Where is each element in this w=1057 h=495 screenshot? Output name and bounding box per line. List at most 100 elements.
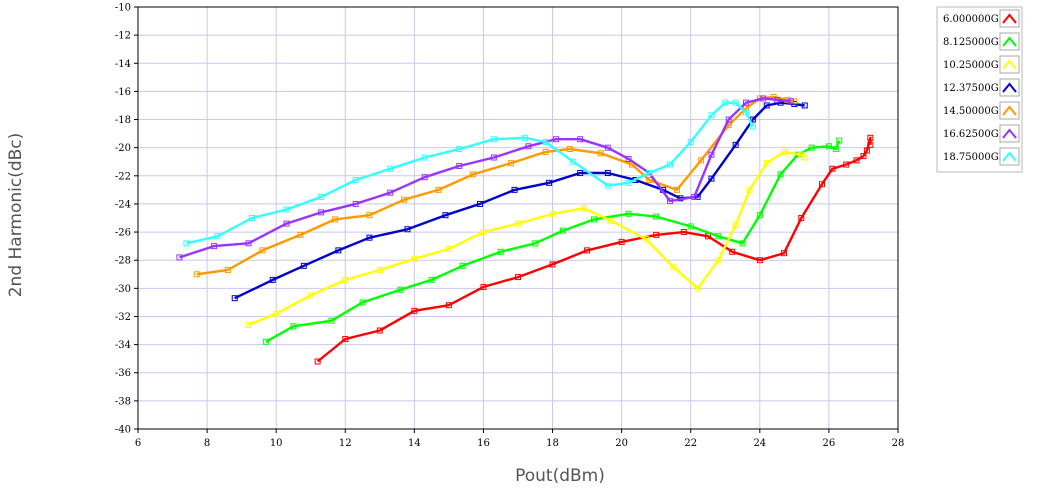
- data-point: [715, 233, 722, 240]
- data-point: [808, 144, 815, 151]
- data-point: [829, 165, 836, 172]
- legend-swatch-box: [999, 9, 1020, 28]
- x-tick-label: 12: [339, 438, 352, 449]
- data-point: [525, 143, 532, 150]
- x-tick-label: 10: [270, 438, 283, 449]
- data-point: [584, 247, 591, 254]
- data-point: [836, 137, 843, 144]
- x-tick-label: 20: [615, 438, 628, 449]
- data-point: [376, 267, 383, 274]
- data-point: [511, 186, 518, 193]
- legend-swatch-box: [999, 78, 1020, 97]
- data-point: [732, 99, 739, 106]
- y-tick-label: -24: [115, 199, 131, 210]
- data-point: [743, 109, 749, 116]
- y-tick-label: -34: [115, 340, 131, 351]
- data-point: [387, 189, 394, 196]
- data-point: [698, 157, 705, 164]
- data-point: [863, 147, 870, 154]
- data-point: [777, 171, 784, 178]
- data-point: [691, 193, 698, 200]
- x-tick-label: 6: [135, 438, 141, 449]
- data-point: [376, 327, 383, 334]
- data-point: [404, 226, 411, 233]
- data-point: [680, 229, 687, 236]
- data-point: [542, 148, 549, 155]
- data-point: [708, 151, 715, 158]
- data-point: [470, 171, 477, 178]
- data-point: [732, 141, 739, 148]
- data-point: [269, 276, 276, 283]
- data-point: [653, 213, 660, 220]
- data-point: [781, 250, 787, 257]
- data-point: [366, 212, 373, 219]
- data-point: [580, 205, 587, 212]
- legend-label: 18.75000GHz: [943, 152, 1013, 163]
- data-point: [387, 165, 394, 172]
- data-point: [760, 95, 767, 102]
- data-point: [743, 99, 749, 106]
- series-1: [314, 134, 874, 365]
- data-point: [763, 102, 770, 109]
- data-point: [646, 177, 653, 184]
- y-tick-label: -12: [115, 31, 131, 42]
- data-point: [297, 231, 304, 238]
- legend-swatch-icon: [1002, 105, 1017, 116]
- data-point: [300, 262, 307, 269]
- data-point: [577, 136, 584, 143]
- series-line: [248, 150, 806, 327]
- data-point: [749, 123, 756, 130]
- data-point: [625, 179, 632, 186]
- y-tick-label: -38: [115, 396, 131, 407]
- data-point: [193, 271, 200, 278]
- legend-item: 12.37500GHz: [943, 78, 1020, 97]
- series-layer: [176, 94, 874, 365]
- data-point: [445, 302, 452, 309]
- x-tick-label: 22: [684, 438, 697, 449]
- data-point: [411, 255, 418, 262]
- data-point: [318, 193, 325, 200]
- series-4: [231, 99, 808, 302]
- legend-swatch-icon: [1002, 128, 1017, 139]
- data-point: [352, 177, 359, 184]
- data-point: [497, 248, 504, 255]
- data-point: [801, 154, 808, 161]
- data-point: [819, 181, 825, 188]
- data-point: [283, 206, 290, 213]
- series-3: [245, 148, 808, 328]
- y-tick-label: -36: [115, 368, 131, 379]
- x-tick-label: 16: [477, 438, 490, 449]
- legend-item: 16.62500GHz: [943, 124, 1020, 143]
- y-tick-label: -28: [115, 256, 131, 267]
- y-tick-label: -22: [115, 171, 131, 182]
- data-point: [176, 254, 183, 261]
- data-point: [397, 286, 404, 293]
- legend-label: 12.37500GHz: [943, 83, 1013, 94]
- x-axis-title: Pout(dBm): [515, 466, 605, 486]
- data-point: [508, 160, 515, 167]
- legend-label: 14.50000GHz: [943, 106, 1013, 117]
- data-point: [307, 292, 314, 299]
- series-line: [316, 136, 872, 363]
- data-point: [456, 162, 463, 169]
- legend-item: 8.125000GHz: [943, 32, 1020, 51]
- data-point: [570, 158, 577, 165]
- y-tick-label: -20: [115, 143, 131, 154]
- data-point: [480, 229, 487, 236]
- data-point: [625, 155, 632, 162]
- data-point: [625, 210, 632, 217]
- data-point: [725, 116, 732, 123]
- data-point: [732, 222, 739, 229]
- data-point: [546, 179, 553, 186]
- data-point: [401, 196, 407, 203]
- data-point: [739, 240, 746, 247]
- data-point: [604, 182, 611, 189]
- data-point: [860, 153, 867, 160]
- series-line: [234, 101, 805, 300]
- data-point: [549, 210, 556, 217]
- data-point: [515, 220, 521, 227]
- data-point: [673, 186, 680, 193]
- data-point: [729, 248, 736, 255]
- data-point: [867, 134, 874, 141]
- data-point: [231, 295, 238, 302]
